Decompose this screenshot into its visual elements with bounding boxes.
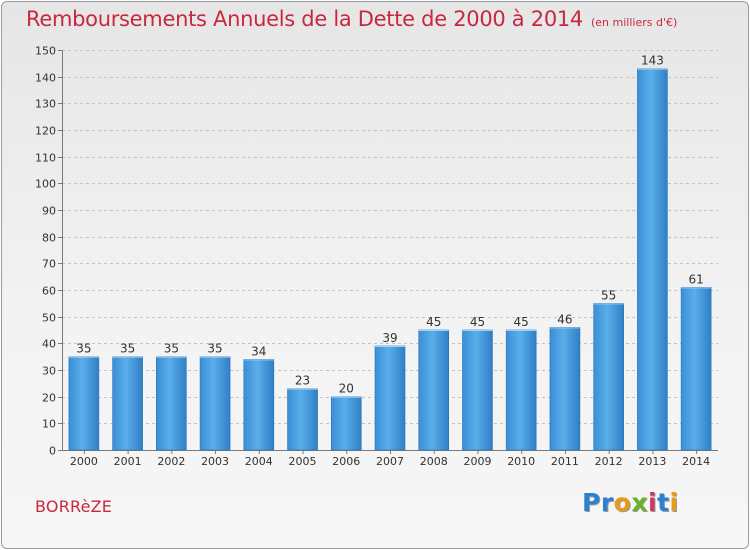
logo-letter: i bbox=[669, 488, 679, 517]
y-tick-label: 30 bbox=[42, 365, 56, 378]
chart-unit-label: (en milliers d'€) bbox=[591, 16, 678, 29]
y-tick-label: 70 bbox=[42, 258, 56, 271]
bar-value-label: 45 bbox=[426, 315, 441, 329]
y-tick-label: 0 bbox=[49, 445, 56, 458]
bar-value-label: 35 bbox=[120, 342, 135, 356]
bar-value-label: 143 bbox=[641, 54, 664, 68]
x-tick-label: 2006 bbox=[332, 455, 360, 468]
bar-value-label: 20 bbox=[339, 382, 354, 396]
bar-value-label: 23 bbox=[295, 374, 310, 388]
y-tick-label: 130 bbox=[35, 98, 56, 111]
x-tick-label: 2001 bbox=[114, 455, 142, 468]
y-tick-label: 120 bbox=[35, 125, 56, 138]
bar[interactable] bbox=[330, 396, 362, 451]
bar[interactable] bbox=[637, 68, 668, 451]
bar-value-label: 45 bbox=[470, 315, 485, 329]
bar-value-label: 35 bbox=[207, 342, 222, 356]
bar[interactable] bbox=[593, 303, 624, 451]
y-tick-label: 100 bbox=[35, 178, 56, 191]
bar[interactable] bbox=[418, 329, 450, 451]
bar-value-label: 45 bbox=[514, 315, 529, 329]
x-tick-label: 2005 bbox=[289, 455, 317, 468]
bar[interactable] bbox=[374, 345, 406, 451]
x-tick-label: 2002 bbox=[157, 455, 185, 468]
y-tick-label: 20 bbox=[42, 392, 56, 405]
x-tick-label: 2012 bbox=[595, 455, 623, 468]
bar-value-label: 35 bbox=[76, 342, 91, 356]
bars bbox=[68, 68, 712, 451]
x-tick-label: 2008 bbox=[420, 455, 448, 468]
logo-letter: o bbox=[613, 488, 632, 517]
x-tick-label: 2010 bbox=[507, 455, 535, 468]
town-name: BORRèZE bbox=[35, 497, 113, 516]
bar[interactable] bbox=[549, 327, 581, 451]
y-tick-label: 40 bbox=[42, 338, 56, 351]
bar[interactable] bbox=[68, 356, 100, 451]
x-tick-label: 2007 bbox=[376, 455, 404, 468]
y-tick-label: 50 bbox=[42, 312, 56, 325]
logo-letter: t bbox=[657, 488, 670, 517]
bar[interactable] bbox=[287, 388, 318, 451]
proxiti-logo[interactable]: Proxiti bbox=[582, 488, 679, 517]
y-tick-label: 10 bbox=[42, 418, 56, 431]
x-tick-label: 2011 bbox=[551, 455, 579, 468]
bar[interactable] bbox=[505, 329, 537, 451]
bar[interactable] bbox=[199, 356, 231, 451]
labels: 0 10 20 30 40 50 60 70 80 90 100 110 120 130 140 150 35 2… bbox=[35, 45, 710, 469]
x-tick-label: 2014 bbox=[682, 455, 710, 468]
chart-title-text: Remboursements Annuels de la Dette de 20… bbox=[26, 7, 583, 31]
bar-value-label: 46 bbox=[557, 312, 572, 326]
y-tick-label: 110 bbox=[35, 152, 56, 165]
x-tick-label: 2003 bbox=[201, 455, 229, 468]
logo-letter: P bbox=[582, 488, 601, 517]
bar[interactable] bbox=[156, 356, 187, 451]
y-tick-label: 150 bbox=[35, 45, 56, 58]
x-tick-label: 2013 bbox=[638, 455, 666, 468]
logo-letter: r bbox=[600, 488, 614, 517]
bar-value-label: 34 bbox=[251, 344, 266, 358]
logo-letter: x bbox=[631, 488, 648, 517]
bar[interactable] bbox=[680, 287, 712, 451]
y-tick-label: 60 bbox=[42, 285, 56, 298]
x-tick-label: 2009 bbox=[463, 455, 491, 468]
logo-letter: i bbox=[648, 488, 658, 517]
y-tick-label: 80 bbox=[42, 232, 56, 245]
chart-title: Remboursements Annuels de la Dette de 20… bbox=[26, 7, 677, 31]
bar-value-label: 55 bbox=[601, 288, 616, 302]
x-tick-label: 2000 bbox=[70, 455, 98, 468]
bar-value-label: 61 bbox=[688, 272, 703, 286]
x-tick-label: 2004 bbox=[245, 455, 273, 468]
bar[interactable] bbox=[462, 329, 493, 451]
y-tick-label: 90 bbox=[42, 205, 56, 218]
bar-value-label: 35 bbox=[164, 342, 179, 356]
bar[interactable] bbox=[112, 356, 143, 451]
bar[interactable] bbox=[243, 359, 275, 451]
axes bbox=[58, 50, 718, 454]
bar-value-label: 39 bbox=[382, 331, 397, 345]
y-tick-label: 140 bbox=[35, 72, 56, 85]
